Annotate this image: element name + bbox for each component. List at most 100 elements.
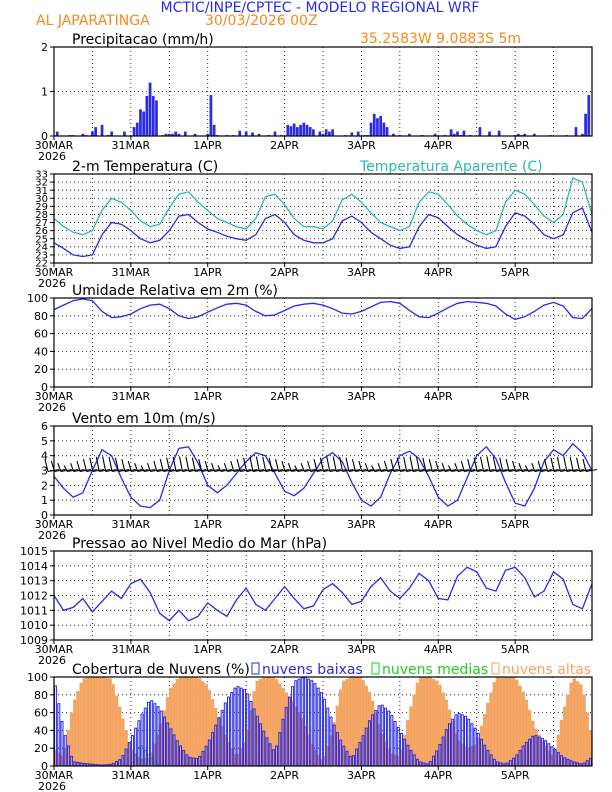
y-tick-label: 0 (41, 760, 48, 773)
precip-bar (132, 127, 136, 136)
precip-bar (497, 130, 501, 136)
wind-barb-shaft (272, 468, 284, 473)
cloud-legend-low: nuvens baixas (262, 662, 363, 678)
x-tick-label: 4APR (424, 139, 453, 152)
precip-bar (532, 133, 536, 136)
precip-bar (324, 129, 328, 136)
wind-barb-feather (576, 457, 581, 472)
cloud-bar-high (73, 699, 77, 767)
precip-bar (257, 133, 261, 136)
cloud-legend-high: nuvens altas (502, 662, 591, 678)
x-tick-label: 3APR (347, 518, 376, 531)
wind-barb-feather (172, 456, 177, 472)
precip-bar (238, 130, 242, 136)
wind-barb-feather (531, 462, 536, 472)
precip-bar (574, 127, 578, 136)
cloud-bar-low (140, 713, 144, 767)
wind-barb-shaft (246, 468, 258, 473)
cloud-bar-high (428, 677, 433, 767)
precip-bar (372, 113, 376, 136)
panel-title: Pressao ao Nivel Medio do Mar (hPa) (72, 536, 327, 552)
wind-barb-feather (211, 462, 216, 472)
panel-frame (53, 425, 593, 516)
precip-bar (167, 133, 171, 136)
wind-barb-shaft (393, 468, 405, 473)
wind-barb-shaft (502, 468, 514, 473)
y-tick-label: 80 (34, 689, 48, 702)
wind-barb-feather (383, 460, 388, 472)
y-tick-label: 5 (41, 435, 48, 448)
x-tick-label: 4APR (424, 769, 453, 782)
cloud-bar-high (194, 676, 199, 767)
precip-bar (155, 100, 158, 136)
x-tick-label: 3APR (347, 769, 376, 782)
y-tick-label: 24 (35, 242, 48, 253)
wind-barb-shaft (387, 468, 399, 473)
wind-barb-feather (473, 457, 478, 472)
x-tick-label: 30MAR (35, 266, 74, 279)
cloud-bar-high (495, 676, 500, 767)
cloud-legend-mid: nuvens medias (382, 662, 488, 678)
x-tick-label: 3APR (347, 643, 376, 656)
wind-barb-feather (428, 459, 433, 472)
cloud-bar-high (566, 694, 570, 767)
wind-barb-feather (505, 459, 510, 472)
wind-barb-shaft (547, 468, 559, 473)
x-tick-label: 3APR (347, 266, 376, 279)
y-tick-label: 22 (35, 259, 48, 270)
cloud-bar-high (191, 676, 196, 767)
cloud-bar-high (492, 681, 497, 767)
precip-bar (516, 133, 520, 136)
cloud-bar-high (76, 691, 80, 767)
wind-barb-feather (108, 456, 113, 472)
precip-bar (478, 127, 482, 136)
y-tick-label: 0 (41, 130, 48, 143)
y-tick-label: 27 (35, 218, 48, 229)
wind-barb-shaft (195, 468, 207, 473)
wind-barb-feather (89, 457, 94, 472)
x-tick-label: 2APR (270, 139, 299, 152)
precip-bar (145, 95, 149, 136)
year-label: 2026 (38, 277, 66, 290)
precip-bar (193, 133, 197, 136)
wind-barb-shaft (380, 468, 393, 473)
y-tick-label: 60 (34, 707, 48, 720)
wind-barb-shaft (111, 468, 124, 473)
wind-barb-feather (537, 460, 542, 472)
wind-barb-shaft (175, 468, 188, 473)
year-label: 2026 (38, 529, 66, 542)
precip-bar (356, 131, 360, 136)
y-tick-label: 100 (27, 671, 48, 684)
wind-barb-feather (377, 462, 382, 472)
y-tick-label: 6 (41, 420, 48, 433)
wind-barb-feather (339, 456, 344, 472)
series-line (53, 298, 593, 321)
x-tick-label: 1APR (193, 266, 222, 279)
x-tick-label: 2APR (270, 643, 299, 656)
wind-barb-feather (153, 460, 158, 472)
wind-barb-feather (371, 465, 376, 472)
x-tick-label: 1APR (193, 518, 222, 531)
x-tick-label: 3APR (347, 390, 376, 403)
panel-frame (53, 550, 593, 641)
cloud-bar-low (143, 707, 147, 767)
cloud-legend-high-swatch (491, 662, 500, 675)
wind-barb-shaft (278, 468, 290, 473)
wind-barb-shaft (541, 468, 553, 473)
wind-barb-shaft (400, 468, 412, 473)
cloud-bar-high (425, 676, 429, 767)
wind-barb-feather (345, 457, 350, 472)
wind-barb-feather (569, 456, 574, 472)
cloud-bar-low (316, 687, 320, 767)
precip-bar (177, 133, 181, 136)
wind-barb-feather (146, 462, 151, 472)
wind-barb-feather (403, 456, 408, 472)
wind-barb-shaft (323, 468, 335, 473)
precip-bar (296, 127, 299, 136)
x-tick-label: 4APR (424, 390, 453, 403)
cloud-bar-high (82, 678, 87, 767)
header-title: MCTIC/INPE/CPTEC - MODELO REGIONAL WRF (161, 0, 480, 16)
panel-2: 0 20 40 60 80 100 30MAR 31MAR 1APR 2APR 3APR 4APR 5A… (27, 283, 593, 414)
